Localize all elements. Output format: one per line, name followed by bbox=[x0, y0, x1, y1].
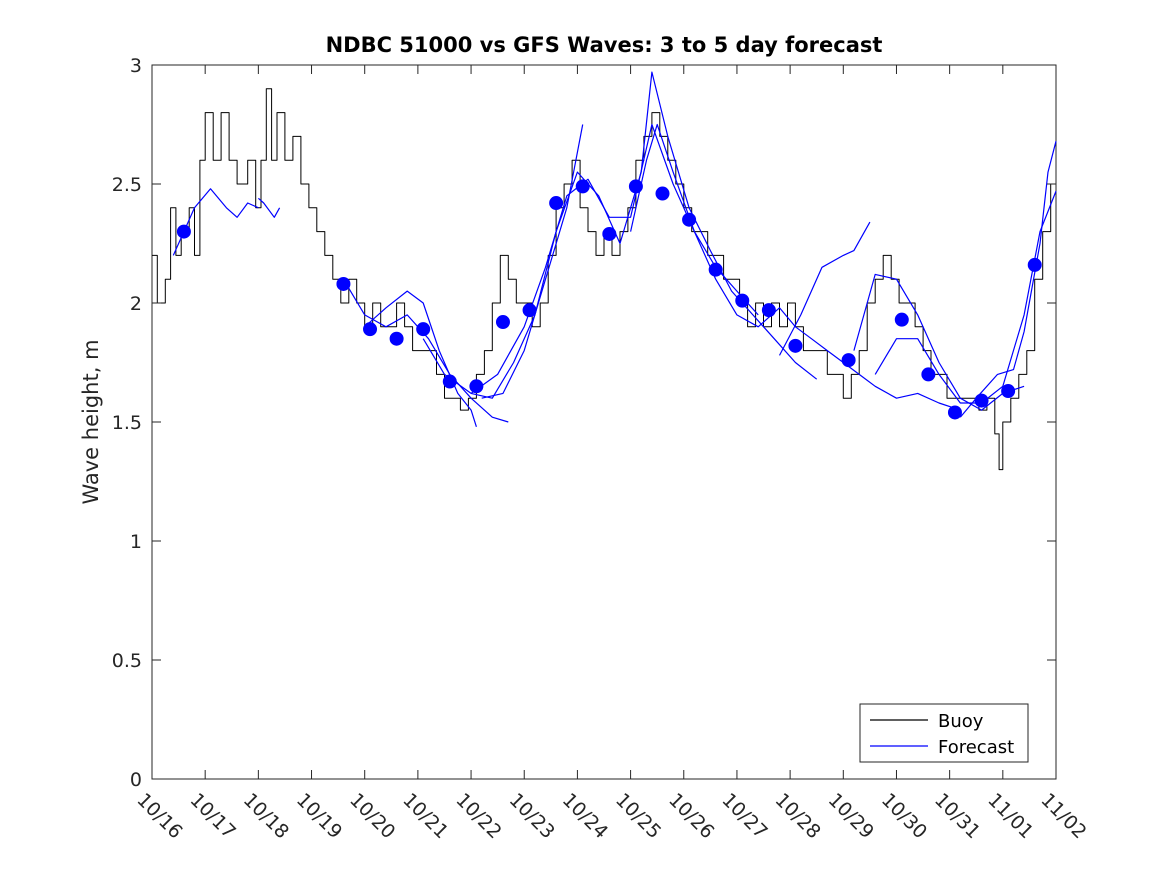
plot-area bbox=[151, 64, 1057, 780]
y-tick-label: 1 bbox=[130, 531, 142, 553]
legend-forecast-label: Forecast bbox=[938, 737, 1014, 758]
marker-layer bbox=[176, 179, 1042, 420]
forecast-marker bbox=[416, 322, 431, 337]
forecast-marker bbox=[628, 179, 643, 194]
y-axis-label: Wave height, m bbox=[79, 339, 103, 504]
y-tick-label: 1.5 bbox=[112, 412, 142, 434]
forecast-marker bbox=[495, 315, 510, 330]
forecast-marker bbox=[522, 303, 537, 318]
forecast-marker bbox=[761, 303, 776, 318]
forecast-marker bbox=[708, 262, 723, 277]
forecast-marker bbox=[469, 379, 484, 394]
series-forecast-line bbox=[853, 273, 1025, 411]
legend-box bbox=[859, 703, 1029, 763]
forecast-marker bbox=[841, 353, 856, 368]
y-tick-label: 0.5 bbox=[112, 650, 142, 672]
series-forecast-line bbox=[422, 123, 759, 394]
forecast-marker bbox=[921, 367, 936, 382]
series-buoy-line bbox=[152, 88, 1056, 471]
series-forecast-line bbox=[630, 123, 961, 411]
y-tick-label: 2.5 bbox=[112, 174, 142, 196]
series-layer bbox=[152, 71, 1057, 471]
forecast-marker bbox=[549, 196, 564, 211]
legend: Buoy Forecast bbox=[859, 703, 1029, 763]
forecast-marker bbox=[1027, 257, 1042, 272]
forecast-marker bbox=[389, 331, 404, 346]
forecast-marker bbox=[176, 224, 191, 239]
forecast-marker bbox=[735, 293, 750, 308]
forecast-marker bbox=[894, 312, 909, 327]
series-forecast-line bbox=[342, 278, 509, 423]
y-tick-labels: 0 0.5 1 1.5 2 2.5 3 bbox=[112, 55, 142, 791]
forecast-marker bbox=[655, 186, 670, 201]
forecast-marker bbox=[575, 179, 590, 194]
series-forecast-line bbox=[258, 197, 281, 218]
forecast-marker bbox=[442, 374, 457, 389]
y-tick-label: 2 bbox=[130, 293, 142, 315]
y-tick-label: 0 bbox=[130, 769, 142, 791]
forecast-marker bbox=[1001, 384, 1016, 399]
ticks-layer bbox=[151, 64, 1057, 780]
series-forecast-line bbox=[364, 290, 477, 427]
axes-frame bbox=[151, 64, 1057, 780]
y-tick-label: 3 bbox=[130, 55, 142, 77]
series-forecast-line bbox=[778, 221, 871, 356]
series-forecast-line bbox=[481, 124, 584, 399]
series-forecast-line bbox=[874, 190, 1057, 404]
series-forecast-line bbox=[470, 71, 818, 399]
legend-buoy-label: Buoy bbox=[938, 711, 984, 732]
forecast-marker bbox=[336, 276, 351, 291]
chart-title: NDBC 51000 vs GFS Waves: 3 to 5 day fore… bbox=[326, 33, 883, 57]
forecast-marker bbox=[363, 322, 378, 337]
forecast-marker bbox=[974, 393, 989, 408]
forecast-marker bbox=[682, 212, 697, 227]
forecast-marker bbox=[602, 226, 617, 241]
forecast-marker bbox=[788, 338, 803, 353]
forecast-marker bbox=[947, 405, 962, 420]
